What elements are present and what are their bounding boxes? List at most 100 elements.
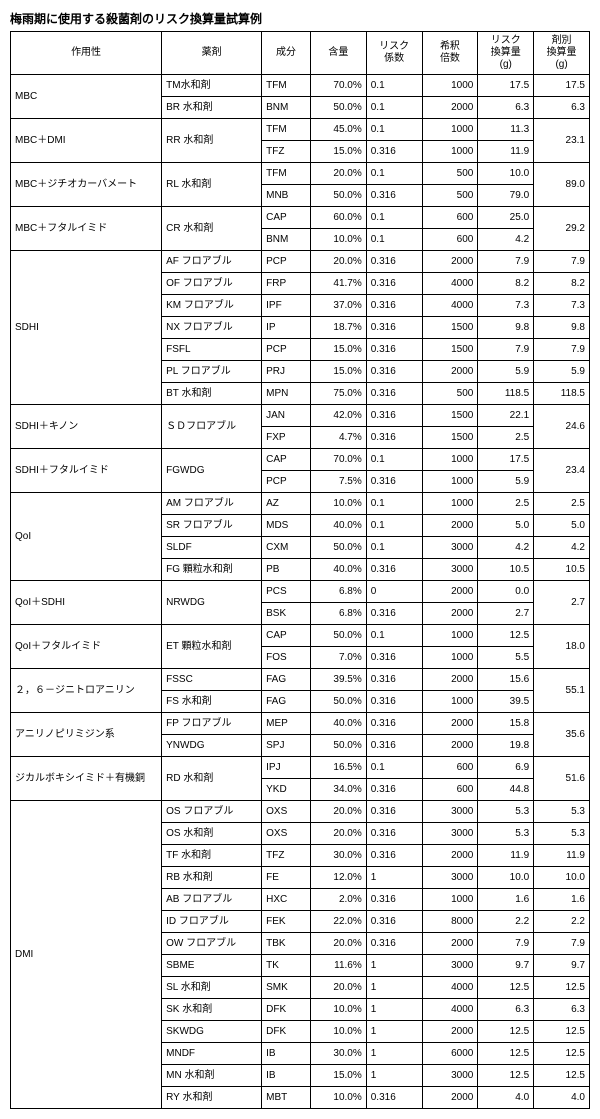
risk-amount-cell: 4.0: [478, 1087, 534, 1109]
ingredient-cell: FAG: [262, 669, 311, 691]
content-cell: 40.0%: [310, 515, 366, 537]
risk-coef-cell: 0.1: [366, 493, 422, 515]
moa-cell: アニリノピリミジン系: [11, 713, 162, 757]
content-cell: 50.0%: [310, 185, 366, 207]
ingredient-cell: DFK: [262, 999, 311, 1021]
ingredient-cell: TFM: [262, 119, 311, 141]
dilution-cell: 600: [422, 757, 478, 779]
risk-amount-cell: 9.7: [478, 955, 534, 977]
dilution-cell: 4000: [422, 295, 478, 317]
header-row: 作用性 薬剤 成分 含量 リスク係数 希釈倍数 リスク換算量(g) 剤別換算量(…: [11, 32, 590, 75]
product-cell: OS フロアブル: [162, 801, 262, 823]
risk-coef-cell: 0.1: [366, 537, 422, 559]
dilution-cell: 3000: [422, 955, 478, 977]
risk-amount-cell: 25.0: [478, 207, 534, 229]
product-cell: RL 水和剤: [162, 163, 262, 207]
risk-coef-cell: 1: [366, 999, 422, 1021]
risk-coef-cell: 0.316: [366, 691, 422, 713]
product-cell: FSFL: [162, 339, 262, 361]
agent-amount-cell: 10.5: [534, 559, 590, 581]
risk-amount-cell: 0.0: [478, 581, 534, 603]
product-cell: TM水和剤: [162, 75, 262, 97]
risk-coef-cell: 1: [366, 867, 422, 889]
agent-amount-cell: 2.5: [534, 493, 590, 515]
risk-coef-cell: 0.1: [366, 163, 422, 185]
agent-amount-cell: 55.1: [534, 669, 590, 713]
risk-amount-cell: 10.0: [478, 163, 534, 185]
agent-amount-cell: 2.7: [534, 581, 590, 625]
risk-amount-cell: 7.9: [478, 251, 534, 273]
agent-amount-cell: 7.3: [534, 295, 590, 317]
agent-amount-cell: 12.5: [534, 1065, 590, 1087]
risk-amount-cell: 5.3: [478, 823, 534, 845]
ingredient-cell: SMK: [262, 977, 311, 999]
risk-amount-cell: 12.5: [478, 1021, 534, 1043]
dilution-cell: 600: [422, 229, 478, 251]
risk-coef-cell: 0.1: [366, 229, 422, 251]
table-row: QoI＋SDHINRWDGPCS6.8%020000.02.7: [11, 581, 590, 603]
content-cell: 40.0%: [310, 559, 366, 581]
content-cell: 70.0%: [310, 449, 366, 471]
ingredient-cell: MPN: [262, 383, 311, 405]
content-cell: 30.0%: [310, 845, 366, 867]
th-product: 薬剤: [162, 32, 262, 75]
ingredient-cell: TFZ: [262, 141, 311, 163]
dilution-cell: 500: [422, 163, 478, 185]
dilution-cell: 1500: [422, 427, 478, 449]
content-cell: 42.0%: [310, 405, 366, 427]
dilution-cell: 3000: [422, 559, 478, 581]
risk-amount-cell: 12.5: [478, 625, 534, 647]
dilution-cell: 3000: [422, 801, 478, 823]
risk-coef-cell: 0.316: [366, 251, 422, 273]
product-cell: SL 水和剤: [162, 977, 262, 999]
ingredient-cell: CAP: [262, 449, 311, 471]
ingredient-cell: FAG: [262, 691, 311, 713]
dilution-cell: 3000: [422, 537, 478, 559]
agent-amount-cell: 10.0: [534, 867, 590, 889]
dilution-cell: 3000: [422, 1065, 478, 1087]
content-cell: 10.0%: [310, 999, 366, 1021]
ingredient-cell: TFM: [262, 163, 311, 185]
table-row: QoI＋フタルイミドET 顆粒水和剤CAP50.0%0.1100012.518.…: [11, 625, 590, 647]
product-cell: YNWDG: [162, 735, 262, 757]
dilution-cell: 8000: [422, 911, 478, 933]
risk-coef-cell: 0.316: [366, 361, 422, 383]
product-cell: PL フロアブル: [162, 361, 262, 383]
moa-cell: QoI: [11, 493, 162, 581]
agent-amount-cell: 9.7: [534, 955, 590, 977]
moa-cell: SDHI: [11, 251, 162, 405]
moa-cell: MBC＋ジチオカーバメート: [11, 163, 162, 207]
risk-amount-cell: 5.9: [478, 361, 534, 383]
agent-amount-cell: 7.9: [534, 251, 590, 273]
risk-coef-cell: 0.316: [366, 801, 422, 823]
risk-amount-cell: 17.5: [478, 75, 534, 97]
dilution-cell: 2000: [422, 713, 478, 735]
risk-coef-cell: 0.316: [366, 735, 422, 757]
th-risk-amount: リスク換算量(g): [478, 32, 534, 75]
risk-amount-cell: 5.5: [478, 647, 534, 669]
dilution-cell: 1500: [422, 317, 478, 339]
dilution-cell: 6000: [422, 1043, 478, 1065]
th-risk-coef: リスク係数: [366, 32, 422, 75]
content-cell: 50.0%: [310, 97, 366, 119]
agent-amount-cell: 89.0: [534, 163, 590, 207]
ingredient-cell: PB: [262, 559, 311, 581]
ingredient-cell: PCP: [262, 471, 311, 493]
product-cell: FG 顆粒水和剤: [162, 559, 262, 581]
content-cell: 10.0%: [310, 1087, 366, 1109]
dilution-cell: 2000: [422, 1087, 478, 1109]
ingredient-cell: TFM: [262, 75, 311, 97]
risk-amount-cell: 5.9: [478, 471, 534, 493]
dilution-cell: 1500: [422, 339, 478, 361]
agent-amount-cell: 5.0: [534, 515, 590, 537]
risk-amount-cell: 11.3: [478, 119, 534, 141]
risk-amount-cell: 118.5: [478, 383, 534, 405]
dilution-cell: 2000: [422, 1021, 478, 1043]
th-agent-amount: 剤別換算量(g): [534, 32, 590, 75]
risk-coef-cell: 0.1: [366, 625, 422, 647]
ingredient-cell: SPJ: [262, 735, 311, 757]
risk-coef-cell: 1: [366, 1065, 422, 1087]
table-row: SDHI＋キノンＳＤフロアブルJAN42.0%0.316150022.124.6: [11, 405, 590, 427]
agent-amount-cell: 9.8: [534, 317, 590, 339]
product-cell: FSSC: [162, 669, 262, 691]
